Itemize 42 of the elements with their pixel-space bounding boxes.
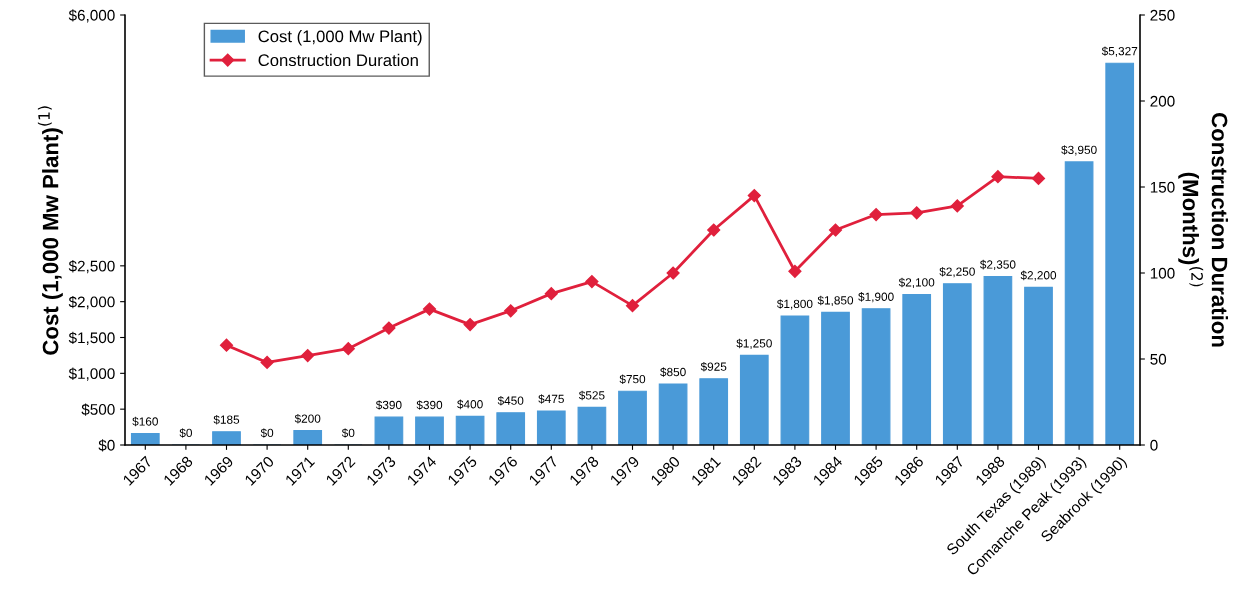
data-label: $0	[260, 428, 274, 438]
y-tick-label: $1,000	[68, 367, 115, 381]
data-label: $3,950	[1061, 145, 1097, 156]
data-label: $2,200	[1020, 270, 1057, 281]
y2-tick-label: 150	[1150, 181, 1175, 193]
data-label: $925	[700, 361, 727, 372]
data-label: $400	[457, 399, 483, 410]
y2-tick-label: 100	[1150, 267, 1175, 279]
data-label: $1,900	[858, 292, 894, 303]
data-label: $2,100	[898, 277, 935, 289]
y-axis-title: Cost (1,000 Mw Plant)$^{(1)}$	[37, 106, 63, 355]
y-tick-label: $6,000	[68, 9, 115, 23]
data-label: $525	[578, 390, 605, 401]
data-label: $160	[132, 416, 158, 427]
data-label: $200	[294, 413, 321, 424]
data-label: $185	[213, 415, 240, 425]
y-tick-label: $2,500	[68, 260, 115, 274]
data-label: $1,250	[736, 338, 772, 349]
y-tick-label: $2,000	[68, 295, 115, 310]
legend-label: Cost (1,000 Mw Plant)	[258, 30, 422, 46]
data-label: $450	[497, 396, 524, 406]
y2-tick-label: 0	[1150, 439, 1158, 451]
y-tick-label: $0	[98, 439, 115, 452]
legend-label: Construction Duration	[258, 53, 418, 67]
data-label: $850	[660, 367, 686, 377]
data-label: $1,850	[817, 295, 854, 306]
y2-axis-title: Construction Duration (Months)$^{(2)}$	[1178, 113, 1228, 347]
data-label: $0	[341, 428, 355, 438]
y2-tick-label: 200	[1150, 95, 1175, 107]
y2-tick-label: 50	[1150, 353, 1167, 365]
data-label: $2,350	[979, 259, 1016, 271]
data-label: $750	[619, 374, 646, 385]
data-label: $390	[375, 400, 402, 410]
data-label: $2,250	[939, 267, 975, 278]
data-label: $1,800	[776, 299, 813, 310]
data-label: $475	[538, 394, 564, 404]
y-tick-label: $500	[81, 403, 115, 416]
data-label: $0	[179, 428, 192, 438]
data-label: $5,327	[1101, 46, 1138, 57]
y2-tick-label: 250	[1150, 9, 1175, 21]
y-tick-label: $1,500	[68, 331, 115, 345]
data-label: $390	[416, 400, 443, 410]
